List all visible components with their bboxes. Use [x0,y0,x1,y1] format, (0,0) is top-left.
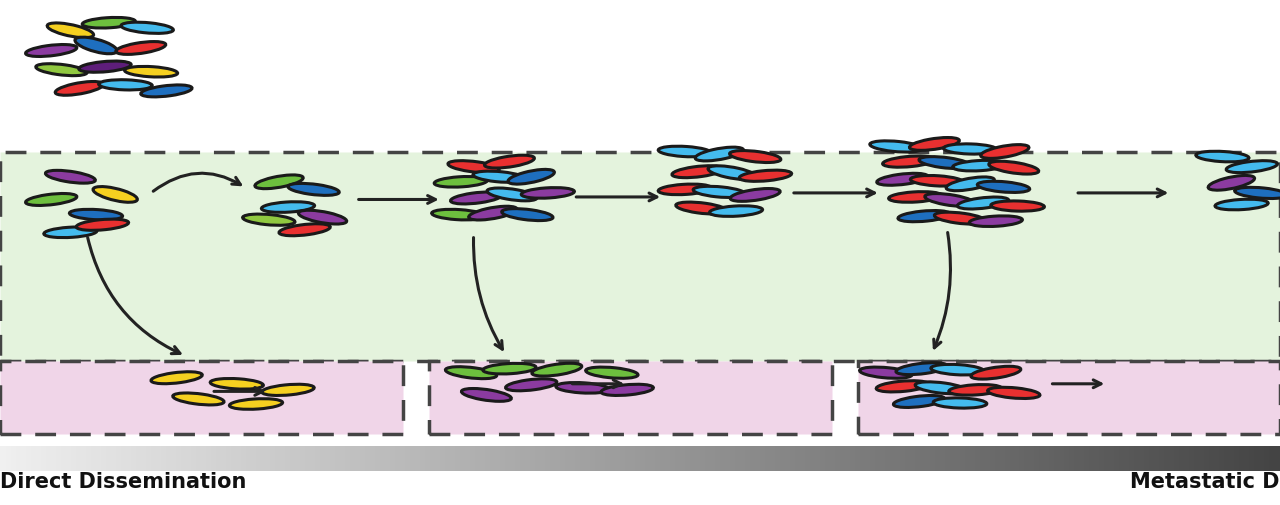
Ellipse shape [474,171,525,182]
Ellipse shape [672,166,723,178]
FancyBboxPatch shape [429,361,832,434]
Ellipse shape [899,211,950,222]
Ellipse shape [1196,151,1249,162]
Ellipse shape [99,80,152,90]
Ellipse shape [676,202,727,214]
Ellipse shape [36,64,87,76]
Ellipse shape [69,209,123,220]
Ellipse shape [502,209,553,221]
Ellipse shape [731,188,780,201]
Ellipse shape [288,183,339,195]
Ellipse shape [76,37,116,54]
Ellipse shape [988,387,1039,398]
Ellipse shape [919,157,970,169]
Ellipse shape [896,363,947,375]
Ellipse shape [943,144,997,154]
Ellipse shape [46,170,95,183]
Ellipse shape [948,384,1002,395]
Ellipse shape [709,206,763,217]
FancyBboxPatch shape [858,361,1280,434]
Ellipse shape [124,66,178,77]
Ellipse shape [931,364,984,375]
Ellipse shape [1226,161,1277,173]
Ellipse shape [445,367,497,379]
Ellipse shape [261,201,315,213]
Ellipse shape [508,169,554,184]
Ellipse shape [658,184,712,195]
Ellipse shape [243,214,294,225]
Ellipse shape [972,366,1020,379]
Ellipse shape [26,44,77,57]
Ellipse shape [694,186,745,197]
FancyBboxPatch shape [0,152,1280,361]
Ellipse shape [298,210,347,224]
Ellipse shape [910,137,959,150]
Ellipse shape [933,398,987,408]
Ellipse shape [695,147,744,161]
Ellipse shape [860,367,911,378]
Ellipse shape [173,393,224,405]
Ellipse shape [946,177,995,191]
Ellipse shape [602,384,653,395]
Ellipse shape [925,193,974,207]
Text: Metastatic D: Metastatic D [1130,472,1280,492]
Ellipse shape [1215,199,1268,210]
Ellipse shape [708,166,756,180]
Ellipse shape [262,384,314,395]
Ellipse shape [279,224,330,236]
Ellipse shape [122,22,173,33]
Ellipse shape [888,191,942,203]
Ellipse shape [47,23,93,38]
Ellipse shape [1235,187,1280,198]
Ellipse shape [451,192,502,204]
Ellipse shape [468,206,517,220]
Ellipse shape [229,398,283,410]
Ellipse shape [255,175,303,189]
Ellipse shape [82,17,136,28]
FancyBboxPatch shape [0,361,403,434]
Ellipse shape [1208,175,1254,190]
Ellipse shape [991,201,1044,211]
Ellipse shape [556,382,609,393]
Ellipse shape [506,379,557,391]
Ellipse shape [989,161,1038,174]
Ellipse shape [893,395,945,408]
Ellipse shape [431,209,485,220]
Ellipse shape [883,156,934,167]
Ellipse shape [658,146,712,157]
Ellipse shape [116,41,165,55]
Ellipse shape [77,219,128,230]
Ellipse shape [915,382,966,394]
Ellipse shape [969,216,1023,227]
Ellipse shape [532,363,581,376]
Ellipse shape [26,193,77,206]
Text: Direct Dissemination: Direct Dissemination [0,472,246,492]
Ellipse shape [44,227,97,238]
Ellipse shape [521,187,575,198]
Ellipse shape [55,81,104,95]
Ellipse shape [210,378,264,389]
Ellipse shape [877,381,928,392]
Ellipse shape [730,150,781,163]
Ellipse shape [151,372,202,384]
Ellipse shape [79,61,131,72]
Ellipse shape [586,367,637,378]
Ellipse shape [488,188,536,201]
Ellipse shape [870,141,922,152]
Ellipse shape [93,186,137,203]
Ellipse shape [483,363,536,374]
Ellipse shape [877,173,928,185]
Ellipse shape [141,85,192,97]
Ellipse shape [910,175,964,186]
Ellipse shape [434,176,488,187]
Ellipse shape [978,181,1029,192]
Ellipse shape [934,212,986,224]
Ellipse shape [485,155,534,168]
Ellipse shape [952,160,1006,171]
Ellipse shape [980,144,1029,159]
Ellipse shape [740,170,791,181]
Ellipse shape [462,388,511,401]
Ellipse shape [957,197,1009,209]
Ellipse shape [448,161,499,173]
